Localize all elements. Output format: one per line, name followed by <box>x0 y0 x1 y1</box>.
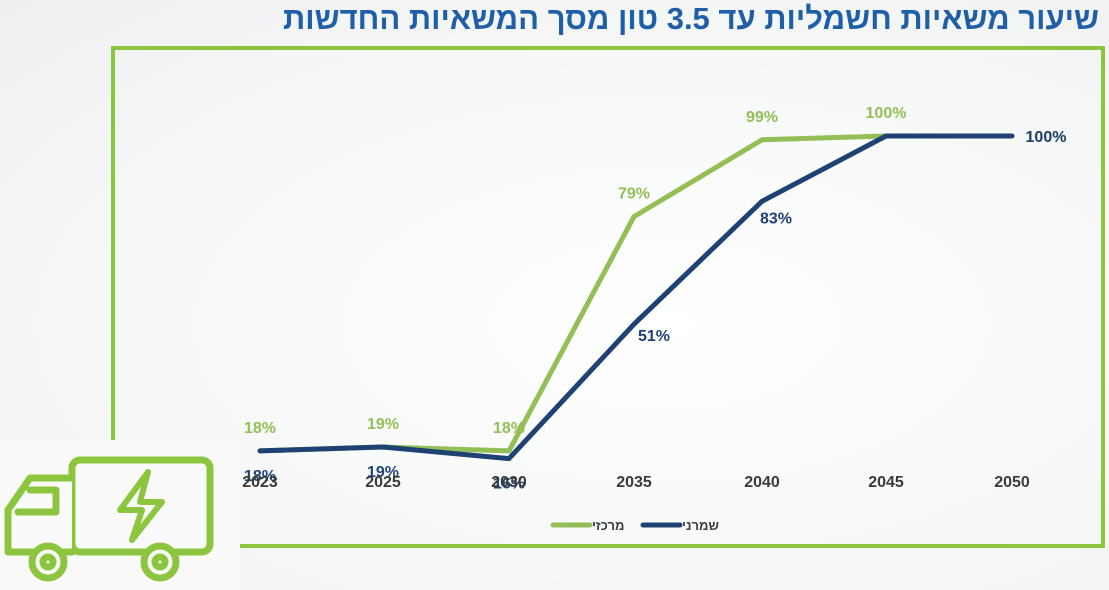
series-line-0 <box>257 133 1015 454</box>
data-label-0-5: 100% <box>866 105 907 122</box>
data-label-1-0: 18% <box>244 468 276 485</box>
data-label-0-0: 18% <box>244 420 276 437</box>
legend-label-0: מרכזי <box>592 518 624 533</box>
data-label-overlay-6: 100% <box>1026 129 1067 146</box>
x-tick-label-2035: 2035 <box>616 474 652 491</box>
x-tick-label-2030: 2030 <box>491 474 527 491</box>
data-label-0-4: 99% <box>746 109 778 126</box>
data-labels: 18% 19% 18%79%99% 100%100%100%18% 19%16%51%8… <box>244 105 1066 493</box>
data-label-1-2: 16% <box>493 476 525 493</box>
chart-title: שיעור משאיות חשמליות עד 3.5 טון מסך המשא… <box>283 1 1099 36</box>
legend-label-1: שמרני <box>682 518 719 533</box>
series-lines <box>257 133 1015 462</box>
legend: מרכזי שמרני <box>550 518 719 533</box>
data-label-0-6: 100% <box>1026 129 1067 146</box>
x-tick-label-2040: 2040 <box>744 474 780 491</box>
x-axis: 2023 2025 2030 2035 2040 2045 2050 <box>242 474 1030 491</box>
data-label-1-3: 51% <box>638 328 670 345</box>
x-tick-label-2045: 2045 <box>868 474 904 491</box>
chart-frame <box>111 46 1105 548</box>
data-label-1-4: 83% <box>760 210 792 227</box>
series-line-1 <box>257 133 1015 462</box>
electric-truck-icon <box>0 440 240 590</box>
x-tick-label-2023: 2023 <box>242 474 278 491</box>
data-label-0-2: 18% <box>493 420 525 437</box>
data-label-0-3: 79% <box>618 186 650 203</box>
data-label-0-1: 19% <box>367 416 399 433</box>
data-label-1-1: 19% <box>367 464 399 481</box>
x-tick-label-2025: 2025 <box>365 474 401 491</box>
x-tick-label-2050: 2050 <box>994 474 1030 491</box>
